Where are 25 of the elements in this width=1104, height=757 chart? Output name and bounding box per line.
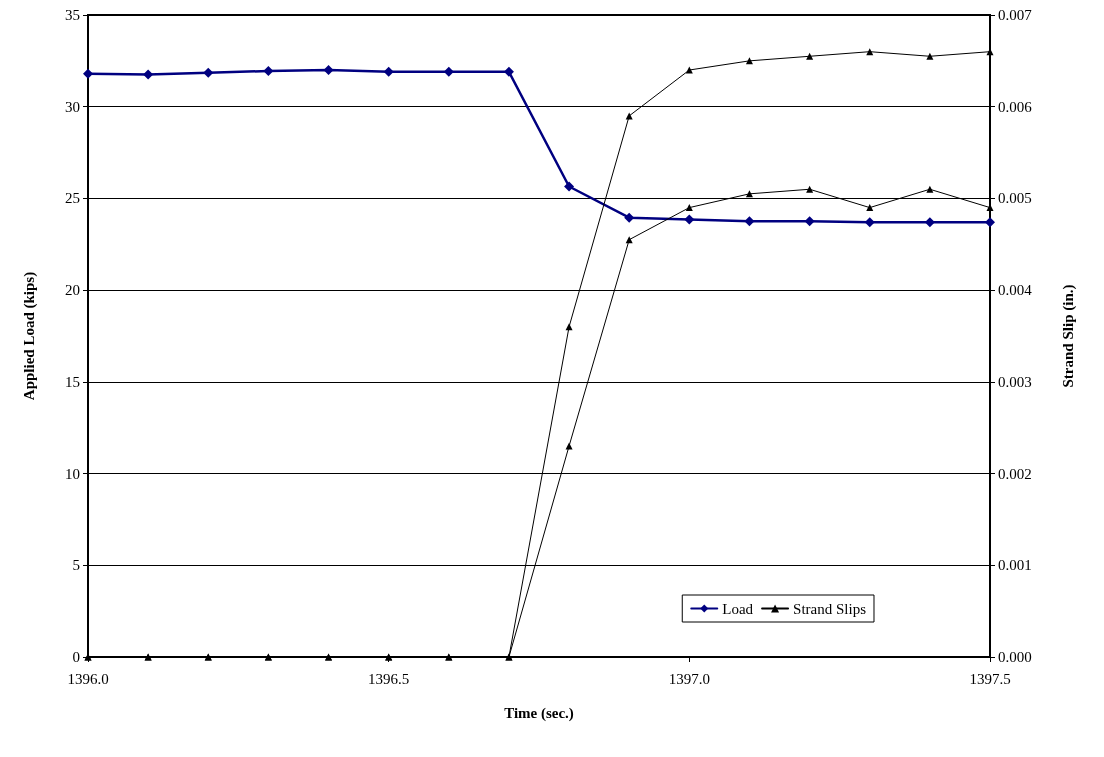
y2-tick-label: 0.000 bbox=[998, 649, 1032, 665]
y2-tick-label: 0.005 bbox=[998, 190, 1032, 207]
x-tick-label: 1397.5 bbox=[969, 670, 1011, 687]
y-tick-label: 15 bbox=[65, 373, 80, 390]
y2-axis-title: Strand Slip (in.) bbox=[1059, 284, 1077, 388]
y-tick-label: 30 bbox=[65, 98, 80, 115]
y-tick-label: 0 bbox=[72, 649, 80, 665]
x-axis-title: Time (sec.) bbox=[504, 704, 574, 722]
y-tick-label: 35 bbox=[65, 7, 80, 23]
y2-tick-label: 0.007 bbox=[998, 7, 1033, 23]
y-axis-title: Applied Load (kips) bbox=[20, 271, 38, 401]
y2-tick-label: 0.004 bbox=[998, 282, 1033, 299]
y-tick-label: 5 bbox=[72, 557, 80, 574]
y-tick-label: 25 bbox=[65, 190, 80, 207]
legend-label: Strand Slips bbox=[793, 600, 867, 617]
legend-label: Load bbox=[722, 600, 754, 617]
y2-tick-label: 0.001 bbox=[998, 557, 1032, 574]
y2-tick-label: 0.006 bbox=[998, 98, 1033, 115]
y-tick-label: 10 bbox=[65, 465, 80, 482]
y2-tick-label: 0.003 bbox=[998, 373, 1032, 390]
x-tick-label: 1397.0 bbox=[668, 670, 710, 687]
y-tick-label: 20 bbox=[65, 282, 80, 299]
x-tick-label: 1396.5 bbox=[368, 670, 410, 687]
x-tick-label: 1396.0 bbox=[67, 670, 109, 687]
y2-tick-label: 0.002 bbox=[998, 465, 1032, 482]
